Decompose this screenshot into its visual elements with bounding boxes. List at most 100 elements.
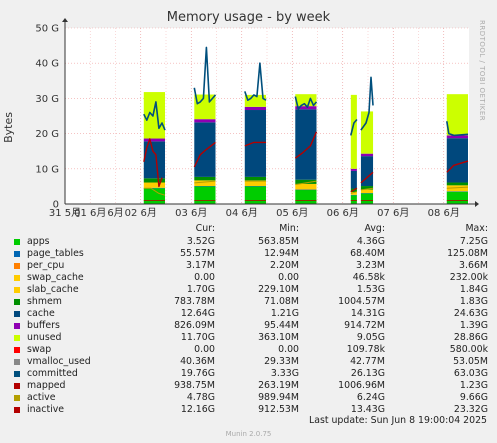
legend-cur-value: 3.17M [186, 260, 215, 271]
legend-series-name: vmalloc_used [27, 356, 91, 367]
legend-row-inactive: inactive 12.16G 912.53M 13.43G 23.32G [14, 404, 488, 416]
legend-row-vmalloc-used: vmalloc_used 40.36M 29.33M 42.77M 53.05M [14, 356, 488, 368]
legend-header-avg: Avg: [364, 223, 385, 234]
area-shmem-seg2 [244, 176, 266, 181]
line-inactive-seg5 [360, 171, 374, 184]
legend-swatch [14, 359, 20, 365]
legend-series-name: inactive [27, 404, 65, 415]
legend-row-page-tables: page_tables 55.57M 12.94M 68.40M 125.08M [14, 248, 488, 260]
area-cache-seg5 [360, 156, 374, 187]
legend-row-apps: apps 3.52G 563.85M 4.36G 7.25G [14, 236, 488, 248]
area-shmem-seg5 [360, 186, 374, 190]
legend-rows: apps 3.52G 563.85M 4.36G 7.25G page_tables 55.… [14, 236, 488, 416]
munin-footer: Munin 2.0.75 [225, 430, 272, 438]
line-committed-seg2 [244, 62, 267, 101]
area-page-tables-seg3 [295, 189, 317, 191]
legend-header-cur: Cur: [195, 223, 215, 234]
area-cache-seg4 [350, 170, 357, 189]
area-apps-seg3 [295, 189, 317, 204]
legend-max-value: 1.23G [459, 380, 488, 391]
legend-max-value: 580.00k [449, 344, 488, 355]
legend-row-per-cpu: per_cpu 3.17M 2.20M 3.23M 3.66M [14, 260, 488, 272]
legend-cur-value: 11.70G [180, 332, 215, 343]
legend-avg-value: 6.24G [356, 392, 385, 403]
x-tick-label: 04 6月 [226, 207, 258, 219]
legend-header-row: Cur: Min: Avg: Max: [14, 223, 488, 236]
legend-min-value: 263.19M [258, 380, 299, 391]
legend-avg-value: 3.23M [356, 260, 385, 271]
line-inactive-seg6 [446, 160, 469, 173]
area-buffers-seg1 [194, 119, 216, 123]
legend-header-min: Min: [279, 223, 299, 234]
legend-min-value: 2.20M [270, 260, 299, 271]
legend-cur-value: 0.00 [194, 272, 215, 283]
legend-max-value: 1.84G [459, 284, 488, 295]
area-page-tables-seg6 [446, 191, 468, 192]
legend-cur-value: 826.09M [174, 320, 215, 331]
legend-cur-value: 19.76G [180, 368, 215, 379]
y-tick-label: 50 G [35, 24, 59, 35]
legend-cur-value: 12.16G [180, 404, 215, 415]
legend-swatch [14, 275, 20, 281]
line-committed-seg4 [350, 118, 358, 136]
area-apps-seg5 [360, 193, 374, 204]
legend-series-name: cache [27, 308, 55, 319]
legend-row-shmem: shmem 783.78M 71.08M 1004.57M 1.83G [14, 296, 488, 308]
legend-avg-value: 4.36G [356, 236, 385, 247]
legend-avg-value: 68.40M [350, 248, 385, 259]
legend-row-slab-cache: slab_cache 1.70G 229.10M 1.53G 1.84G [14, 284, 488, 296]
area-slab-cache-seg6 [446, 185, 468, 192]
legend-max-value: 3.66M [459, 260, 488, 271]
legend-header-max: Max: [465, 223, 488, 234]
y-tick-label: 40 G [35, 59, 59, 70]
legend-min-value: 229.10M [258, 284, 299, 295]
legend-cur-value: 12.64G [180, 308, 215, 319]
line-active-seg6 [446, 186, 469, 189]
area-apps-seg2 [244, 186, 266, 204]
y-tick-label: 20 G [35, 129, 59, 140]
area-shmem-seg6 [446, 182, 468, 186]
rrdtool-watermark: RRDTOOL / TOBI OETIKER [478, 20, 486, 122]
area-buffers-seg0 [143, 138, 165, 142]
legend-cur-value: 1.70G [186, 284, 215, 295]
legend-series-name: page_tables [27, 248, 84, 259]
legend-avg-value: 914.72M [344, 320, 385, 331]
x-tick-label: 03 6月 [175, 207, 207, 219]
legend-avg-value: 13.43G [350, 404, 385, 415]
legend-swatch [14, 263, 20, 269]
legend-swatch [14, 371, 20, 377]
legend-series-name: per_cpu [27, 260, 65, 271]
x-tick-label: 07 6月 [377, 207, 409, 219]
legend-row-mapped: mapped 938.75M 263.19M 1006.96M 1.23G [14, 380, 488, 392]
legend-table: Cur: Min: Avg: Max: apps 3.52G 563.85M 4.36… [14, 223, 488, 416]
area-slab-cache-seg5 [360, 189, 374, 194]
legend-avg-value: 1006.96M [338, 380, 385, 391]
line-inactive-seg2 [244, 141, 266, 147]
legend-min-value: 563.85M [258, 236, 299, 247]
area-cache-seg3 [295, 109, 317, 180]
legend-row-active: active 4.78G 989.94M 6.24G 9.66G [14, 392, 488, 404]
legend-min-value: 29.33M [264, 356, 299, 367]
legend-avg-value: 46.58k [352, 272, 385, 283]
area-slab-cache-seg1 [194, 180, 216, 187]
legend-series-name: slab_cache [27, 284, 79, 295]
y-tick-label: 30 G [35, 94, 59, 105]
legend-swatch [14, 347, 20, 353]
area-apps-seg6 [446, 191, 468, 204]
legend-cur-value: 40.36M [180, 356, 215, 367]
area-page-tables-seg1 [194, 186, 216, 187]
area-unused-seg2 [244, 94, 266, 107]
area-cache-seg2 [244, 110, 266, 177]
legend-swatch [14, 383, 20, 389]
x-tick-label: 08 6月 [428, 207, 460, 219]
legend-cur-value: 55.57M [180, 248, 215, 259]
area-unused-seg4 [350, 94, 357, 169]
legend-avg-value: 1.53G [356, 284, 385, 295]
line-committed-seg3 [294, 96, 318, 110]
x-tick-label: 02 6月 [125, 207, 157, 219]
legend-min-value: 12.94M [264, 248, 299, 259]
legend-max-value: 53.05M [453, 356, 488, 367]
legend-swatch [14, 239, 20, 245]
area-cache-seg0 [143, 141, 165, 179]
legend-series-name: committed [27, 368, 78, 379]
